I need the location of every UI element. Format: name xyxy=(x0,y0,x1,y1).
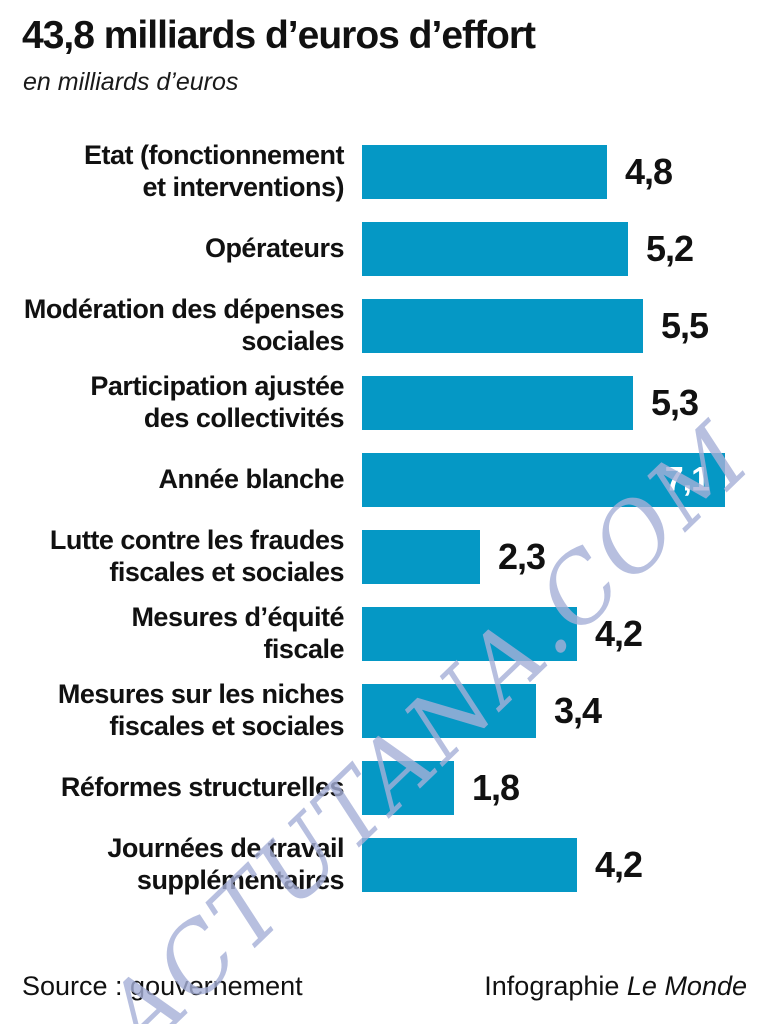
bar-chart: Etat (fonctionnement et interventions) 4,8… xyxy=(0,140,771,915)
bar xyxy=(362,838,577,892)
chart-row: Mesures d’équité fiscale 4,2 xyxy=(0,602,771,664)
bar-label: Année blanche xyxy=(158,464,344,495)
bar xyxy=(362,376,633,430)
bar-track: 5,2 xyxy=(362,222,771,276)
bar-label: Mesures sur les niches fiscales et social… xyxy=(57,679,345,741)
value-label: 1,8 xyxy=(472,767,520,808)
value-label: 4,2 xyxy=(595,844,643,885)
chart-row: Opérateurs 5,2 xyxy=(0,222,771,276)
value-label: 5,3 xyxy=(651,382,699,423)
chart-row: Etat (fonctionnement et interventions) 4,8 xyxy=(0,140,771,202)
source-label: Source : gouvernement xyxy=(22,971,303,1001)
bar xyxy=(362,222,628,276)
bar-label: Participation ajustée des collectivités xyxy=(90,371,344,433)
bar-track: 5,3 xyxy=(362,376,771,430)
bar xyxy=(362,145,607,199)
chart-row: Réformes structurelles 1,8 xyxy=(0,761,771,815)
bar xyxy=(362,607,577,661)
bar-label: Etat (fonctionnement et interventions) xyxy=(84,140,345,202)
credit-brand: Le Monde xyxy=(626,971,747,1001)
value-label: 4,8 xyxy=(625,151,673,192)
bar: 7,1 xyxy=(362,453,725,507)
value-label: 4,2 xyxy=(595,613,643,654)
bar-label: Réformes structurelles xyxy=(60,772,345,803)
bar-track: 3,4 xyxy=(362,684,771,738)
bar-label: Modération des dépenses sociales xyxy=(23,294,345,356)
bar-track: 2,3 xyxy=(362,530,771,584)
chart-row: Participation ajustée des collectivités 5,… xyxy=(0,371,771,433)
chart-subtitle: en milliards d’euros xyxy=(23,68,239,96)
chart-row: Modération des dépenses sociales 5,5 xyxy=(0,294,771,356)
bar-track: 4,2 xyxy=(362,607,771,661)
bar xyxy=(362,684,536,738)
bar-track: 4,2 xyxy=(362,838,771,892)
value-label: 3,4 xyxy=(554,690,602,731)
chart-row: Mesures sur les niches fiscales et social… xyxy=(0,679,771,741)
chart-row: Lutte contre les fraudes fiscales et soci… xyxy=(0,525,771,587)
chart-title: 43,8 milliards d’euros d’effort xyxy=(22,14,536,57)
bar-track: 7,1 xyxy=(362,453,771,507)
value-label: 2,3 xyxy=(498,536,546,577)
value-label: 7,1 xyxy=(664,460,710,499)
footer: Source : gouvernement Infographie Le Mon… xyxy=(22,971,747,1002)
value-label: 5,2 xyxy=(646,228,694,269)
bar-label: Opérateurs xyxy=(204,233,345,264)
bar xyxy=(362,299,643,353)
chart-row: Journées de travail supplémentaires 4,2 xyxy=(0,833,771,895)
bar-label: Journées de travail supplémentaires xyxy=(107,833,344,895)
chart-row: Année blanche 7,1 xyxy=(0,453,771,507)
value-label: 5,5 xyxy=(661,305,709,346)
bar-track: 4,8 xyxy=(362,145,771,199)
bar xyxy=(362,761,454,815)
bar xyxy=(362,530,480,584)
credit-label: Infographie Le Monde xyxy=(484,971,747,1002)
bar-label: Mesures d’équité fiscale xyxy=(131,602,344,664)
bar-track: 5,5 xyxy=(362,299,771,353)
bar-track: 1,8 xyxy=(362,761,771,815)
bar-label: Lutte contre les fraudes fiscales et soci… xyxy=(49,525,345,587)
credit-text: Infographie xyxy=(484,971,620,1001)
